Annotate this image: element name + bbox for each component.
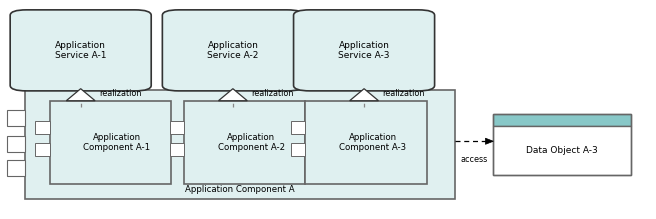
Text: Application Component A: Application Component A [185,185,295,194]
Bar [7,136,25,152]
Bar [306,101,427,184]
FancyBboxPatch shape [294,10,435,91]
Bar [493,126,631,175]
Text: Data Object A-3: Data Object A-3 [526,146,598,155]
Bar [493,114,631,175]
Text: Application
Service A-1: Application Service A-1 [55,41,106,60]
Text: Application
Component A-1: Application Component A-1 [83,133,150,152]
Bar [35,143,50,156]
Text: realization: realization [251,89,294,98]
Bar [35,121,50,134]
Text: Application
Service A-3: Application Service A-3 [338,41,390,60]
Text: Application
Component A-3: Application Component A-3 [339,133,406,152]
Polygon shape [218,89,247,101]
Bar [50,101,171,184]
Polygon shape [485,138,493,144]
Text: access: access [461,155,487,164]
Bar [291,121,306,134]
Text: realization: realization [382,89,425,98]
Polygon shape [66,89,95,101]
FancyBboxPatch shape [10,10,151,91]
Text: Application
Component A-2: Application Component A-2 [218,133,285,152]
Bar [25,90,455,199]
Text: Application
Service A-2: Application Service A-2 [207,41,258,60]
Bar [493,114,631,126]
Bar [291,143,306,156]
FancyBboxPatch shape [163,10,304,91]
Polygon shape [350,89,379,101]
Bar [7,110,25,126]
Bar [184,101,306,184]
Bar [169,121,184,134]
Bar [169,143,184,156]
Bar [7,160,25,176]
Text: realization: realization [99,89,142,98]
